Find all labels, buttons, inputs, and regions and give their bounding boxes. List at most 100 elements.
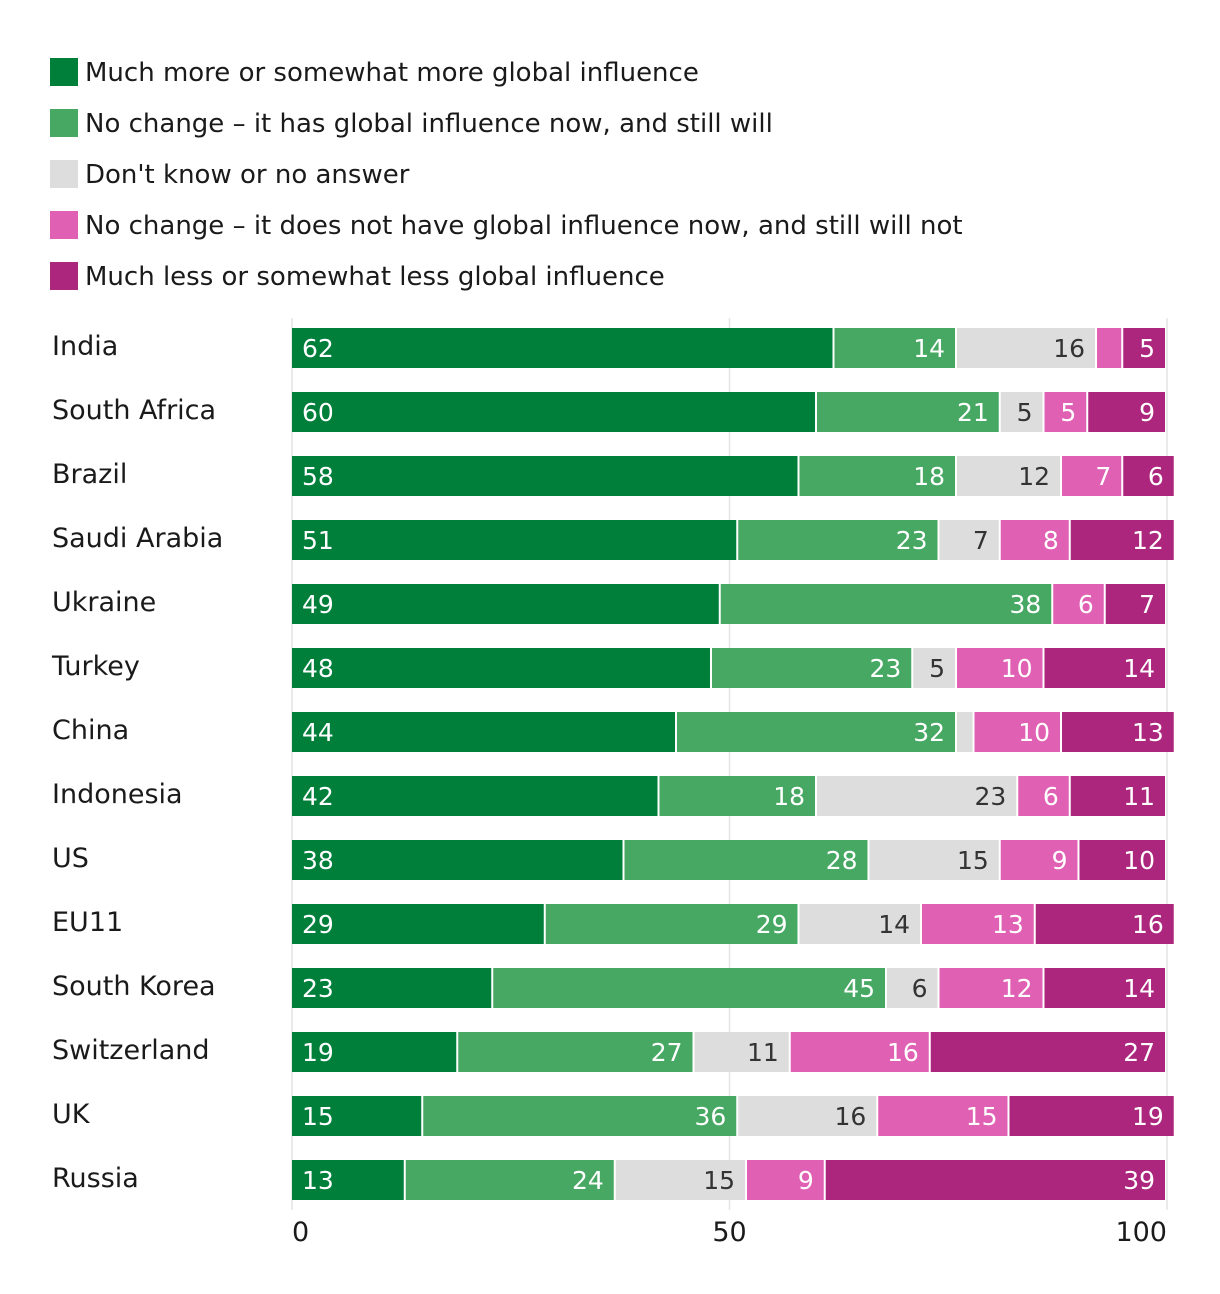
bar-value-label: 16: [834, 1102, 866, 1131]
bar-value-label: 24: [572, 1166, 604, 1195]
bar-segment: [1000, 520, 1069, 560]
bar-value-label: 23: [869, 654, 901, 683]
bar-segment: [624, 840, 868, 880]
bar-segment: [939, 968, 1043, 1008]
bar-value-label: 60: [302, 398, 334, 427]
bar-value-label: 9: [798, 1166, 814, 1195]
bar-value-label: 5: [929, 654, 945, 683]
bar-segment: [957, 648, 1043, 688]
bar-value-label: 29: [756, 910, 788, 939]
bar-value-label: 14: [1123, 654, 1155, 683]
category-label: Indonesia: [52, 779, 183, 810]
bar-segment: [1088, 392, 1165, 432]
bar-value-label: 18: [773, 782, 805, 811]
bar-segment: [825, 1160, 1165, 1200]
bar-segment: [1070, 520, 1174, 560]
bar-segment: [1062, 712, 1174, 752]
category-label: Russia: [52, 1163, 139, 1194]
bar-segment: [292, 520, 737, 560]
bar-segment: [292, 1160, 404, 1200]
bar-value-label: 14: [878, 910, 910, 939]
bar-value-label: 28: [826, 846, 858, 875]
bar-value-label: 16: [1132, 910, 1164, 939]
bar-value-label: 18: [913, 462, 945, 491]
bar-segment: [1000, 840, 1078, 880]
bar-segment: [913, 648, 955, 688]
bar-value-label: 8: [1043, 526, 1059, 555]
x-tick-label: 50: [712, 1217, 746, 1248]
bar-value-label: 51: [302, 526, 334, 555]
bar-value-label: 21: [957, 398, 989, 427]
bar-segment: [615, 1160, 745, 1200]
bar-segment: [292, 968, 492, 1008]
category-label: Saudi Arabia: [52, 523, 223, 554]
bar-segment: [292, 392, 815, 432]
bar-segment: [957, 456, 1060, 496]
bar-value-label: 42: [302, 782, 334, 811]
bar-value-label: 15: [957, 846, 989, 875]
bar-value-label: 58: [302, 462, 334, 491]
bar-value-label: 36: [694, 1102, 726, 1131]
bar-value-label: 10: [1001, 654, 1033, 683]
bar-segment: [677, 712, 955, 752]
bar-segment: [292, 1032, 457, 1072]
bar-segment: [878, 1096, 1008, 1136]
bar-segment: [1044, 648, 1165, 688]
bar-value-label: 49: [302, 590, 334, 619]
bar-segment: [493, 968, 885, 1008]
x-tick-label: 0: [292, 1217, 309, 1248]
bar-segment: [545, 904, 798, 944]
bar-segment: [1035, 904, 1174, 944]
bar-segment: [1000, 392, 1043, 432]
legend-swatch-3: [50, 160, 78, 188]
bar-segment: [1053, 584, 1104, 624]
bar-value-label: 6: [912, 974, 928, 1003]
bar-value-label: 5: [1139, 334, 1155, 363]
bar-value-label: 32: [913, 718, 945, 747]
bar-value-label: 19: [302, 1038, 334, 1067]
bar-value-label: 16: [1053, 334, 1085, 363]
bar-segment: [1079, 840, 1165, 880]
bar-value-label: 14: [1123, 974, 1155, 1003]
bar-segment: [930, 1032, 1165, 1072]
bar-segment: [292, 328, 833, 368]
bar-segment: [799, 456, 955, 496]
bar-segment: [869, 840, 999, 880]
bar-value-label: 12: [1018, 462, 1050, 491]
bar-value-label: 38: [1009, 590, 1041, 619]
bar-segment: [292, 1096, 422, 1136]
bar-segment: [1123, 328, 1165, 368]
bar-value-label: 5: [1017, 398, 1033, 427]
bar-segment: [1018, 776, 1069, 816]
legend-swatch-5: [50, 262, 78, 290]
bar-value-label: 23: [302, 974, 334, 1003]
bar-value-label: 14: [913, 334, 945, 363]
bar-value-label: 7: [1095, 462, 1111, 491]
bar-segment: [659, 776, 815, 816]
bar-segment: [1123, 456, 1174, 496]
category-label: India: [52, 331, 118, 362]
category-axis-labels: India South Africa Brazil Saudi Arabia Ukrai…: [51, 331, 223, 1194]
bar-segment: [922, 904, 1034, 944]
bar-value-label: 15: [703, 1166, 735, 1195]
bar-segment: [738, 520, 938, 560]
bar-segment: [292, 776, 658, 816]
bar-value-label: 12: [1001, 974, 1033, 1003]
bar-segment: [292, 840, 623, 880]
bar-value-label: 7: [973, 526, 989, 555]
bar-value-label: 10: [1123, 846, 1155, 875]
bar-segment: [694, 1032, 789, 1072]
category-label: US: [52, 843, 89, 874]
bar-segment: [292, 456, 798, 496]
bar-segment: [738, 1096, 877, 1136]
bar-segment: [817, 776, 1017, 816]
bar-value-label: 39: [1123, 1166, 1155, 1195]
bar-segment: [799, 904, 920, 944]
bar-value-label: 13: [992, 910, 1024, 939]
bar-segment: [292, 904, 544, 944]
bar-value-label: 44: [302, 718, 334, 747]
bar-segment: [405, 1160, 614, 1200]
bar-value-label: 6: [1148, 462, 1164, 491]
bar-segment: [1105, 584, 1165, 624]
bar-value-label: 48: [302, 654, 334, 683]
